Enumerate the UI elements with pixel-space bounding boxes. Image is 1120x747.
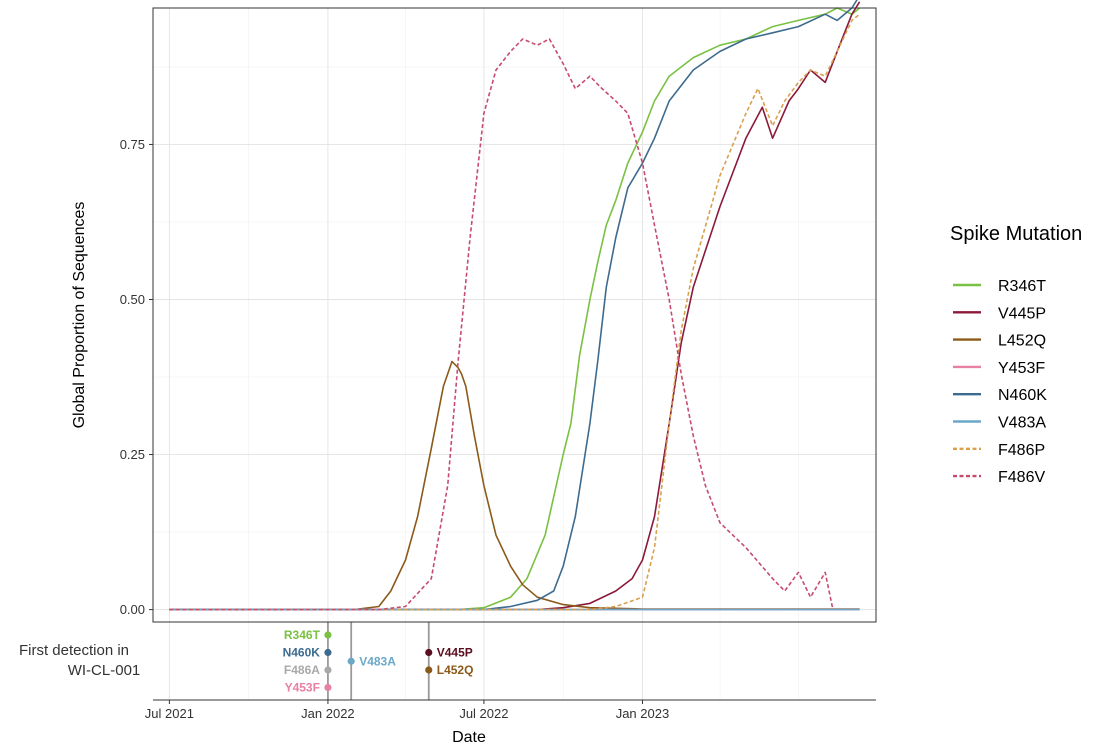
detection-label-v483a: V483A [359, 654, 396, 668]
x-tick-label: Jul 2021 [145, 706, 194, 721]
detection-label-r346t: R346T [284, 628, 321, 642]
detection-point-l452q [425, 666, 433, 674]
detection-label-v445p: V445P [437, 646, 473, 660]
series-line-v445p [169, 1, 861, 611]
legend-label-f486p: F486P [998, 442, 1045, 459]
detection-panel: Jul 2021 Jan 2022 Jul 2022 Jan 2023 R346T N46… [145, 621, 876, 721]
x-tick-label: Jan 2023 [616, 706, 670, 721]
y-axis-title: Global Proportion of Sequences [71, 202, 88, 429]
legend-label-v445p: V445P [998, 305, 1046, 322]
y-tick-label: 0.50 [120, 292, 145, 307]
plot-background [153, 8, 876, 622]
legend-label-n460k: N460K [998, 387, 1047, 404]
x-tick-label: Jul 2022 [459, 706, 508, 721]
main-panel: 0.00 0.25 0.50 0.75 [120, 0, 877, 623]
legend-title: Spike Mutation [950, 223, 1082, 245]
detection-caption-line1: First detection in [19, 642, 129, 659]
y-tick-label: 0.25 [120, 447, 145, 462]
legend: Spike Mutation R346T V445P L452Q Y453F N460K… [950, 223, 1082, 486]
legend-label-r346t: R346T [998, 278, 1046, 295]
detection-point-y453f [324, 683, 332, 692]
detection-point-f486a [324, 666, 332, 674]
legend-label-v483a: V483A [998, 415, 1046, 432]
series-line-f486v [169, 38, 834, 611]
detection-point-r346t [324, 631, 332, 639]
detection-point-n460k [324, 648, 332, 657]
series-line-f486p [169, 13, 861, 611]
detection-label-n460k: N460K [283, 646, 321, 660]
detection-label-y453f: Y453F [285, 681, 320, 695]
x-axis-title: Date [452, 729, 486, 746]
legend-label-l452q: L452Q [998, 333, 1046, 350]
series-line-n460k [169, 0, 858, 611]
detection-label-f486a: F486A [284, 663, 320, 677]
x-tick-label: Jan 2022 [301, 706, 355, 721]
legend-label-y453f: Y453F [998, 360, 1045, 377]
y-tick-label: 0.75 [120, 137, 145, 152]
detection-caption-line2: WI-CL-001 [68, 662, 141, 679]
legend-label-f486v: F486V [998, 469, 1045, 486]
detection-label-l452q: L452Q [437, 663, 474, 677]
y-tick-label: 0.00 [120, 602, 145, 617]
detection-point-v445p [425, 648, 433, 657]
series-line-l452q [169, 360, 860, 611]
series-line-r346t [169, 7, 861, 611]
detection-point-v483a [347, 657, 355, 665]
